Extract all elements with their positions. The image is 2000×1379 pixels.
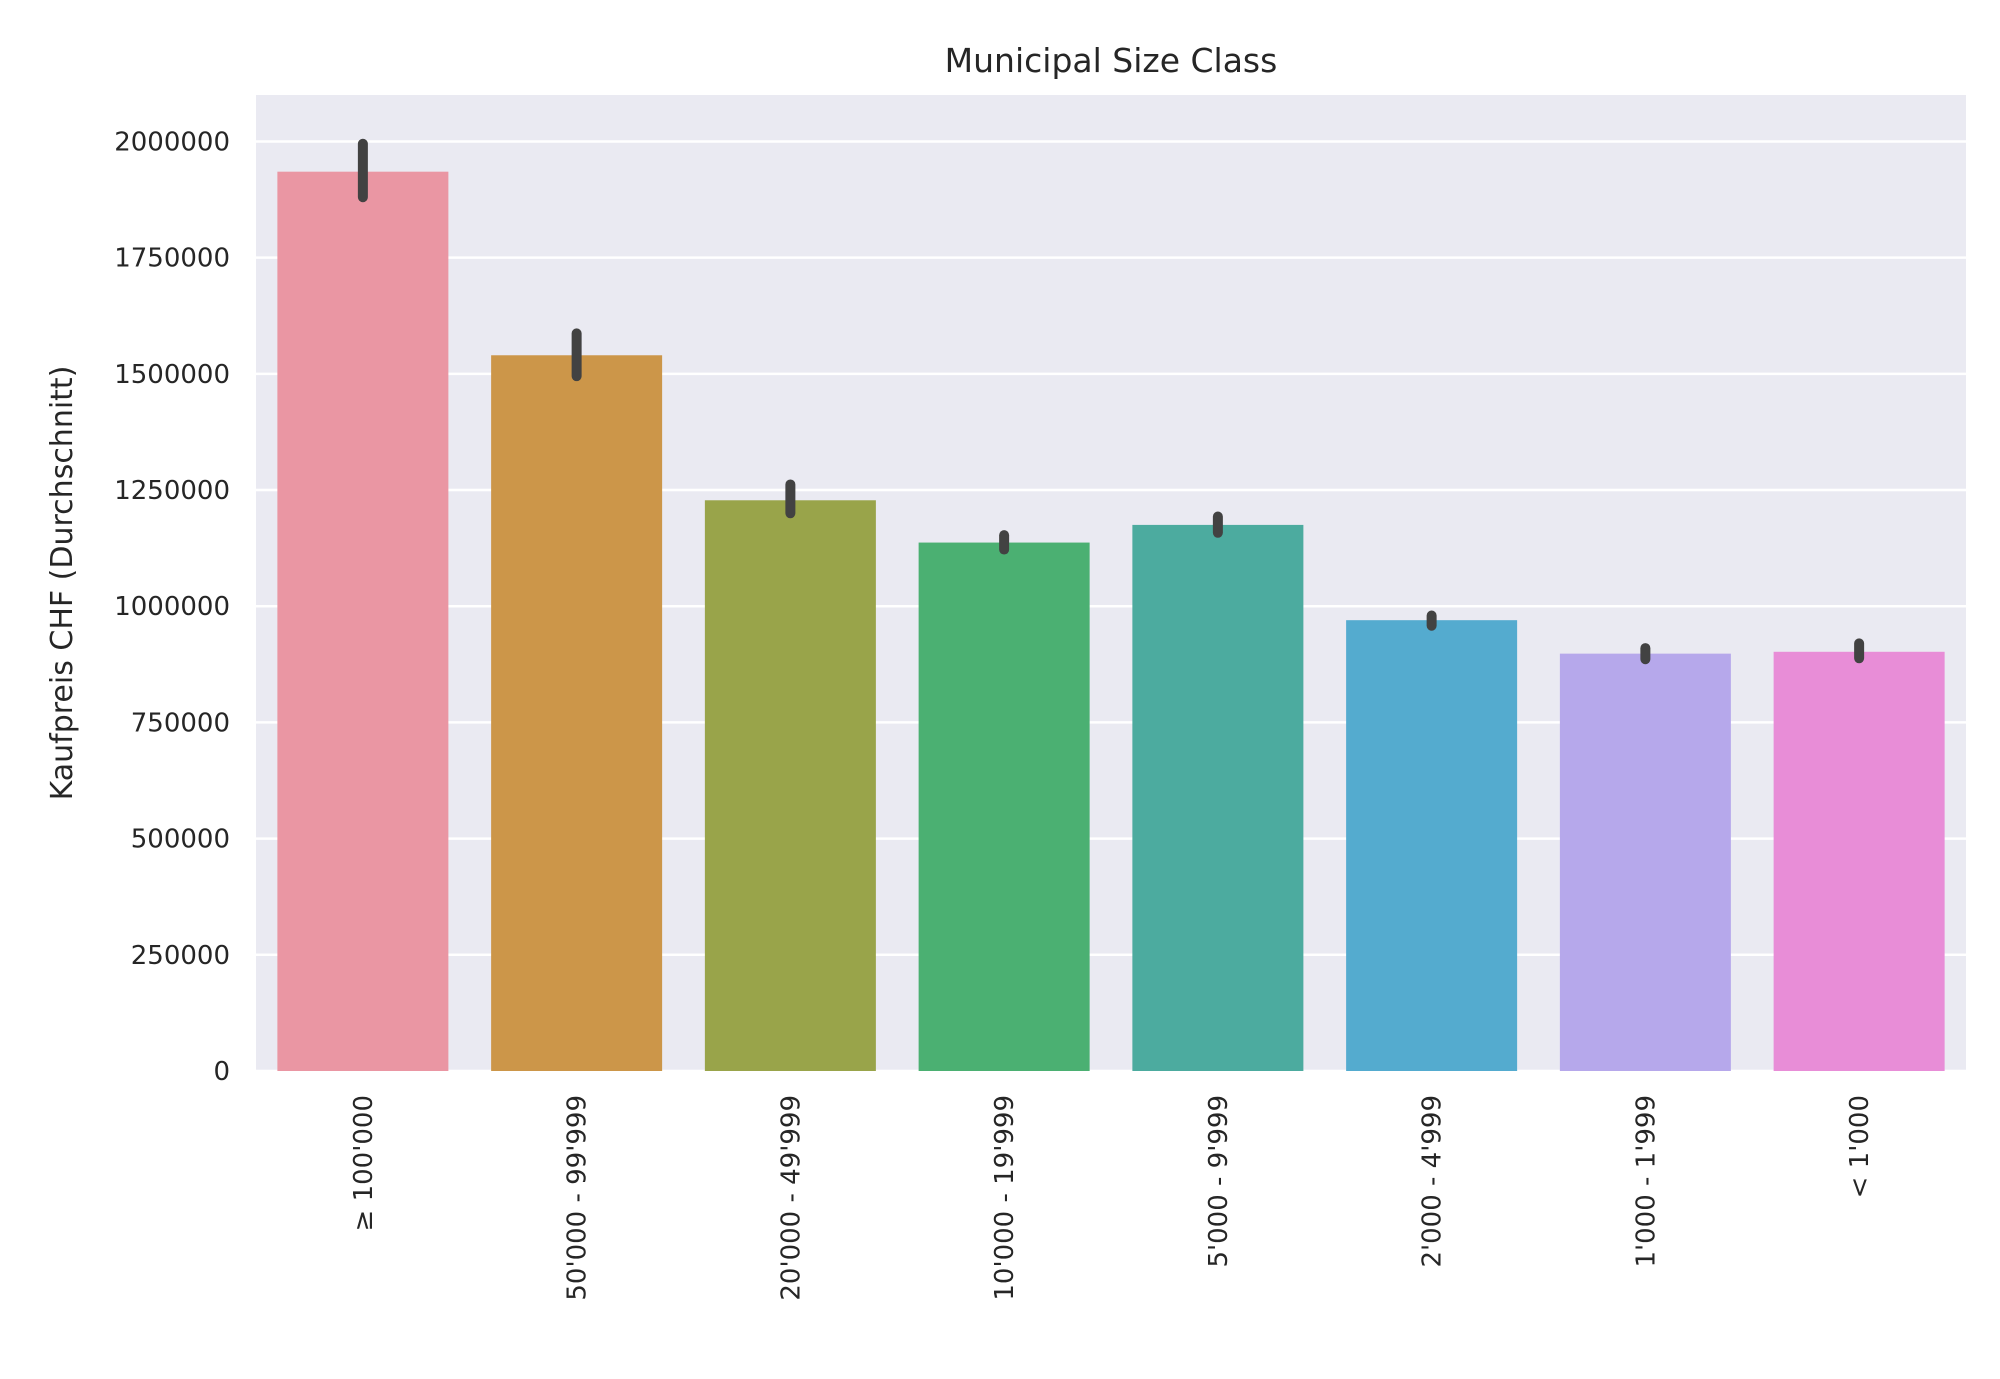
bar: [704, 500, 876, 1072]
bar: [1773, 651, 1945, 1071]
y-tick-label: 250000: [131, 941, 230, 971]
y-tick-label: 1000000: [114, 592, 230, 622]
bar: [277, 171, 449, 1071]
bar: [1346, 620, 1518, 1071]
x-tick-label: < 1'000: [1845, 1095, 1875, 1198]
x-axis-ticks: ≥ 100'000 50'000 - 99'999 20'000 - 49'999 1…: [349, 1095, 1875, 1301]
x-tick-label: 20'000 - 49'999: [776, 1095, 806, 1301]
chart-title: Municipal Size Class: [945, 41, 1278, 80]
y-tick-label: 1250000: [114, 476, 230, 506]
x-tick-label: 50'000 - 99'999: [563, 1095, 593, 1301]
x-tick-label: 2'000 - 4'999: [1418, 1095, 1448, 1268]
bars: [277, 171, 1945, 1072]
y-tick-label: 0: [213, 1057, 230, 1087]
x-tick-label: 5'000 - 9'999: [1204, 1095, 1234, 1268]
y-tick-label: 1500000: [114, 360, 230, 390]
y-axis-title: Kaufpreis CHF (Durchschnitt): [45, 366, 80, 801]
error-bars: [357, 138, 1865, 665]
x-tick-label: 10'000 - 19'999: [990, 1095, 1020, 1301]
x-tick-label: ≥ 100'000: [349, 1095, 379, 1231]
bar: [918, 542, 1090, 1071]
y-axis-ticks: 0 250000 500000 750000 1000000 1250000 1500000…: [114, 127, 230, 1087]
bar: [1132, 524, 1304, 1071]
y-tick-label: 1750000: [114, 244, 230, 274]
bar: [1559, 653, 1731, 1071]
y-tick-label: 500000: [131, 825, 230, 855]
y-tick-label: 2000000: [114, 127, 230, 157]
x-tick-label: 1'000 - 1'999: [1631, 1095, 1661, 1268]
bar: [491, 355, 663, 1071]
y-tick-label: 750000: [131, 708, 230, 738]
